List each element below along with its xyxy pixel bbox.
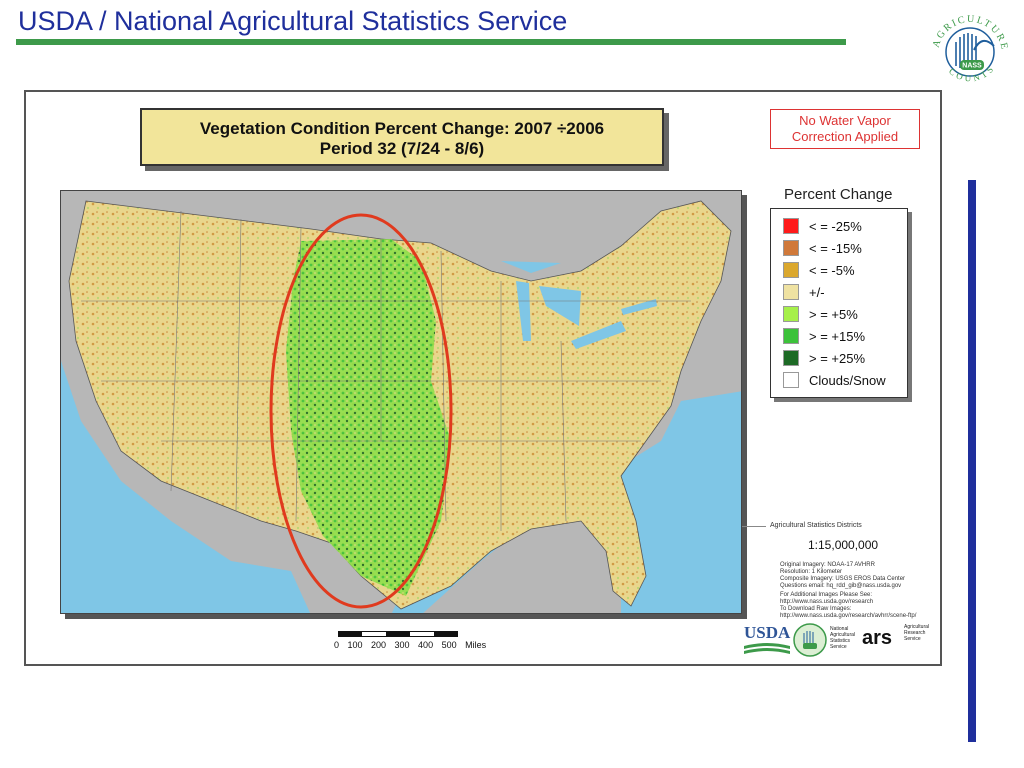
legend-item: > = +25% bbox=[783, 347, 907, 369]
legend-item: < = -25% bbox=[783, 215, 907, 237]
plains-highlight-ellipse bbox=[269, 213, 453, 609]
legend-swatch bbox=[783, 262, 799, 278]
districts-line bbox=[742, 526, 766, 527]
imagery-info: Original Imagery: NOAA-17 AVHRR Resoluti… bbox=[780, 562, 906, 589]
pacific-ocean bbox=[61, 361, 311, 613]
scale-ratio: 1:15,000,000 bbox=[808, 538, 879, 552]
legend-item: < = -15% bbox=[783, 237, 907, 259]
map-title-line1: Vegetation Condition Percent Change: 200… bbox=[199, 119, 605, 138]
nass-seal-icon bbox=[793, 623, 827, 657]
legend-item: +/- bbox=[783, 281, 907, 303]
legend-swatch bbox=[783, 372, 799, 388]
note-line1: No Water Vapor bbox=[799, 113, 891, 128]
links-info: For Additional Images Please See: http:/… bbox=[780, 592, 917, 619]
legend-swatch bbox=[783, 240, 799, 256]
usda-logo-text: USDA bbox=[744, 623, 791, 642]
usda-logo: USDA bbox=[744, 624, 790, 658]
legend-swatch bbox=[783, 328, 799, 344]
note-line2: Correction Applied bbox=[791, 129, 899, 144]
vegetation-map bbox=[60, 190, 742, 614]
legend-title: Percent Change bbox=[784, 186, 893, 203]
legend-swatch bbox=[783, 218, 799, 234]
legend-item: Clouds/Snow bbox=[783, 369, 907, 391]
ars-agency-text: Agricultural Research Service bbox=[904, 624, 930, 642]
legend-item: < = -5% bbox=[783, 259, 907, 281]
legend-item: > = +15% bbox=[783, 325, 907, 347]
map-title-box: Vegetation Condition Percent Change: 200… bbox=[140, 108, 664, 166]
decorative-side-bar bbox=[968, 180, 976, 742]
ars-logo: ars bbox=[862, 627, 893, 649]
nass-agency-text: National Agricultural Statistics Service bbox=[830, 626, 856, 650]
logo-center-text: NASS bbox=[962, 63, 982, 70]
nass-agriculture-counts-logo: NASS AGRICULTURE COUNTS bbox=[931, 14, 1008, 84]
title-rule bbox=[16, 39, 846, 45]
map-svg bbox=[61, 191, 741, 613]
plains-green-area bbox=[286, 239, 451, 596]
legend-swatch bbox=[783, 350, 799, 366]
map-title-line2: Period 32 (7/24 - 8/6) bbox=[319, 139, 485, 158]
legend-swatch bbox=[783, 284, 799, 300]
scale-bar bbox=[338, 631, 458, 637]
slide-title: USDA / National Agricultural Statistics … bbox=[18, 6, 568, 36]
scale-labels: 0 100 200 300 400 500 Miles bbox=[334, 640, 487, 650]
legend: < = -25% < = -15% < = -5% +/- > = +5% > … bbox=[770, 208, 908, 398]
legend-item: > = +5% bbox=[783, 303, 907, 325]
legend-swatch bbox=[783, 306, 799, 322]
districts-label: Agricultural Statistics Districts bbox=[770, 522, 862, 529]
correction-note: No Water Vapor Correction Applied bbox=[770, 109, 920, 149]
